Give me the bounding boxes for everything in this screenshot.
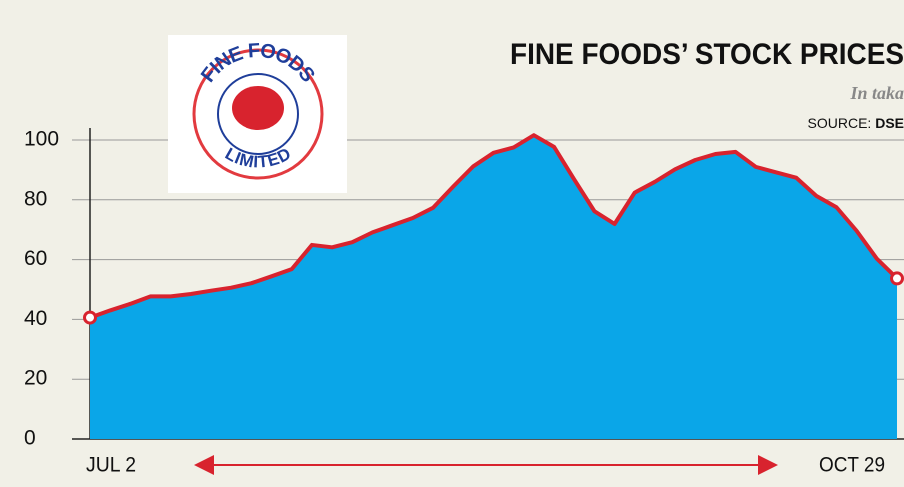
chart-title: FINE FOODS’ STOCK PRICES <box>510 38 904 71</box>
y-tick-label: 0 <box>24 427 36 450</box>
end-point <box>890 271 904 286</box>
y-tick-label: 100 <box>24 128 59 151</box>
y-tick-label: 60 <box>24 247 47 270</box>
y-tick-label: 20 <box>24 367 47 390</box>
x-tick-label: JUL 2 <box>86 454 136 477</box>
source: SOURCE: DSE <box>808 115 904 131</box>
source-name: DSE <box>875 115 904 131</box>
x-tick-label: OCT 29 <box>819 454 885 477</box>
end-point <box>83 310 97 325</box>
area <box>90 135 897 439</box>
line <box>89 133 899 320</box>
y-tick-label: 80 <box>24 187 47 210</box>
logo-inner-ring <box>217 73 299 155</box>
subtitle: In taka <box>849 83 904 103</box>
logo-emblem <box>232 86 284 130</box>
source-label: SOURCE: <box>808 115 872 131</box>
y-tick-label: 40 <box>24 307 47 330</box>
logo-ring <box>192 48 324 180</box>
